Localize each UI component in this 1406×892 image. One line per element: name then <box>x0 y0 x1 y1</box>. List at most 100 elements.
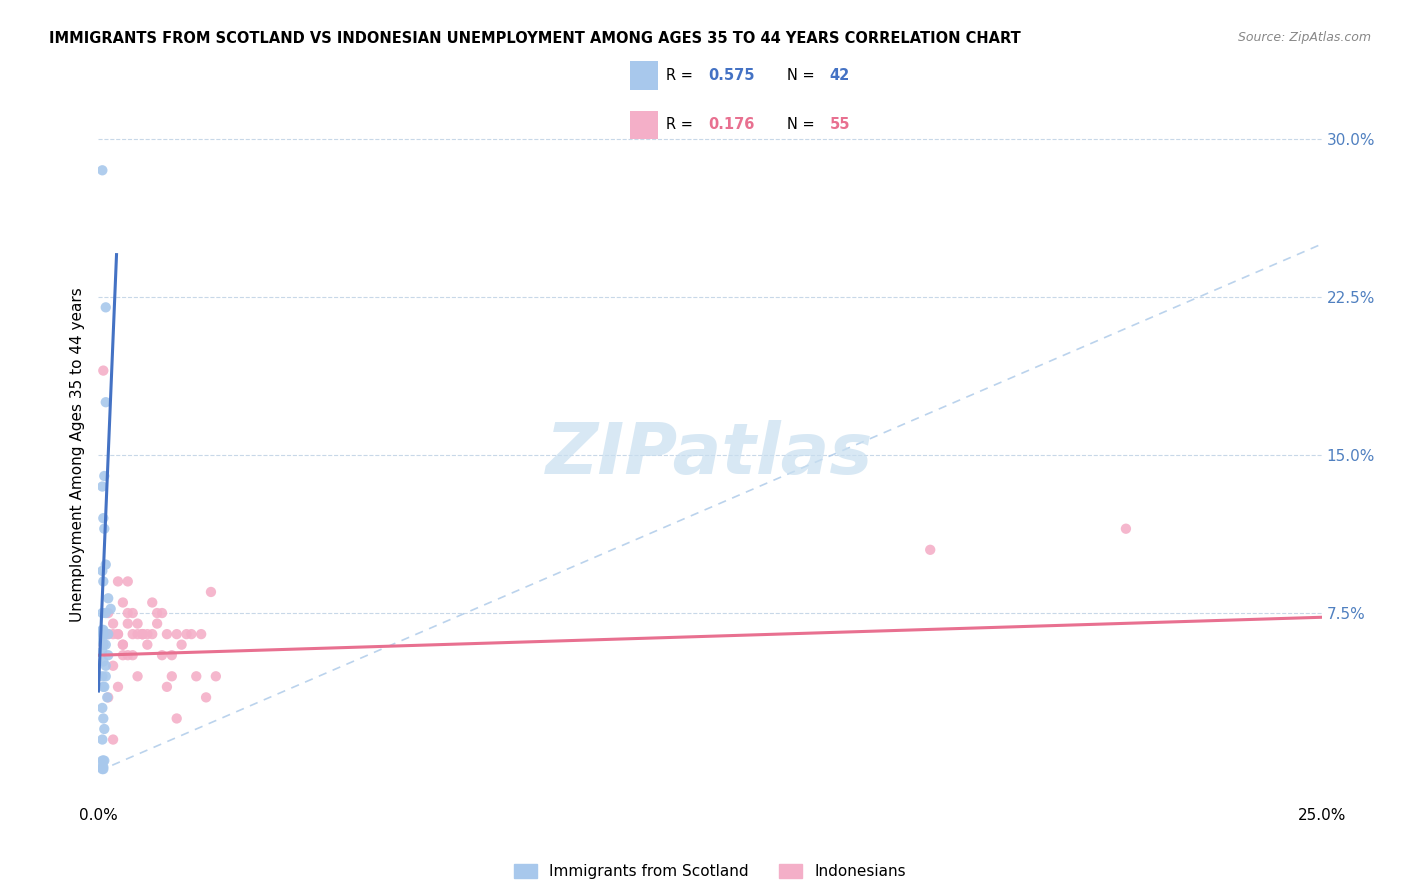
Point <box>93 680 115 694</box>
Point <box>141 595 163 609</box>
Point <box>94 606 117 620</box>
Text: N =: N = <box>787 68 820 83</box>
Point <box>91 606 114 620</box>
Point <box>156 627 179 641</box>
Point <box>127 627 149 641</box>
Point <box>117 574 139 589</box>
Text: R =: R = <box>666 118 697 133</box>
Text: IMMIGRANTS FROM SCOTLAND VS INDONESIAN UNEMPLOYMENT AMONG AGES 35 TO 44 YEARS CO: IMMIGRANTS FROM SCOTLAND VS INDONESIAN U… <box>49 31 1021 46</box>
Point <box>176 627 198 641</box>
Point <box>146 616 169 631</box>
Point <box>91 732 114 747</box>
Point <box>117 648 139 663</box>
Point <box>1115 522 1137 536</box>
Point <box>195 690 218 705</box>
Point <box>111 638 134 652</box>
Point <box>94 558 117 572</box>
Bar <box>630 62 658 90</box>
Point <box>101 658 124 673</box>
Point <box>94 395 117 409</box>
Point <box>91 638 114 652</box>
Point <box>150 606 173 620</box>
Point <box>166 711 188 725</box>
Point <box>93 722 115 736</box>
Point <box>91 564 114 578</box>
Legend: Immigrants from Scotland, Indonesians: Immigrants from Scotland, Indonesians <box>508 858 912 886</box>
Point <box>111 595 134 609</box>
Point <box>91 711 114 725</box>
Point <box>121 606 143 620</box>
Text: 42: 42 <box>830 68 849 83</box>
Point <box>131 627 153 641</box>
Point <box>111 648 134 663</box>
Point <box>91 574 114 589</box>
Point <box>121 627 143 641</box>
Point <box>117 606 139 620</box>
Point <box>117 616 139 631</box>
Point <box>94 301 117 315</box>
Point <box>97 627 120 641</box>
Point <box>91 627 114 641</box>
Point <box>91 754 114 768</box>
Point <box>136 638 159 652</box>
Point <box>91 163 114 178</box>
Point <box>91 655 114 669</box>
Point <box>94 658 117 673</box>
Y-axis label: Unemployment Among Ages 35 to 44 years: Unemployment Among Ages 35 to 44 years <box>69 287 84 623</box>
Point <box>136 627 159 641</box>
Point <box>97 648 120 663</box>
Text: Source: ZipAtlas.com: Source: ZipAtlas.com <box>1237 31 1371 45</box>
Point <box>127 616 149 631</box>
Point <box>121 648 143 663</box>
Point <box>146 606 169 620</box>
Point <box>141 627 163 641</box>
Point <box>100 602 122 616</box>
Point <box>107 627 129 641</box>
Point <box>107 680 129 694</box>
Point <box>91 363 114 377</box>
Point <box>920 542 942 557</box>
Point <box>91 479 114 493</box>
Point <box>94 669 117 683</box>
Point <box>96 690 118 705</box>
Point <box>205 669 228 683</box>
Point <box>91 644 114 658</box>
Point <box>131 627 153 641</box>
Point <box>91 638 114 652</box>
Point <box>160 648 183 663</box>
Point <box>93 469 115 483</box>
Point <box>91 760 114 774</box>
Text: 0.176: 0.176 <box>709 118 755 133</box>
Point <box>91 623 114 637</box>
Point <box>91 669 114 683</box>
Point <box>91 760 114 774</box>
Point <box>91 623 114 637</box>
Point <box>91 754 114 768</box>
Text: 55: 55 <box>830 118 851 133</box>
Point <box>97 627 120 641</box>
Point <box>107 574 129 589</box>
Text: 0.575: 0.575 <box>709 68 755 83</box>
Point <box>91 762 114 776</box>
Point <box>170 638 193 652</box>
Point <box>101 616 124 631</box>
Point <box>127 669 149 683</box>
Point <box>91 627 114 641</box>
Point <box>91 633 114 648</box>
Point <box>101 627 124 641</box>
Point <box>91 680 114 694</box>
Text: N =: N = <box>787 118 820 133</box>
Point <box>156 680 179 694</box>
Point <box>200 585 222 599</box>
Point <box>166 627 188 641</box>
Point <box>97 606 120 620</box>
Point <box>150 648 173 663</box>
Point <box>93 522 115 536</box>
Point <box>107 627 129 641</box>
Point <box>97 690 120 705</box>
Bar <box>630 111 658 139</box>
Point <box>94 638 117 652</box>
Point <box>97 591 120 606</box>
Point <box>190 627 212 641</box>
Point <box>91 627 114 641</box>
